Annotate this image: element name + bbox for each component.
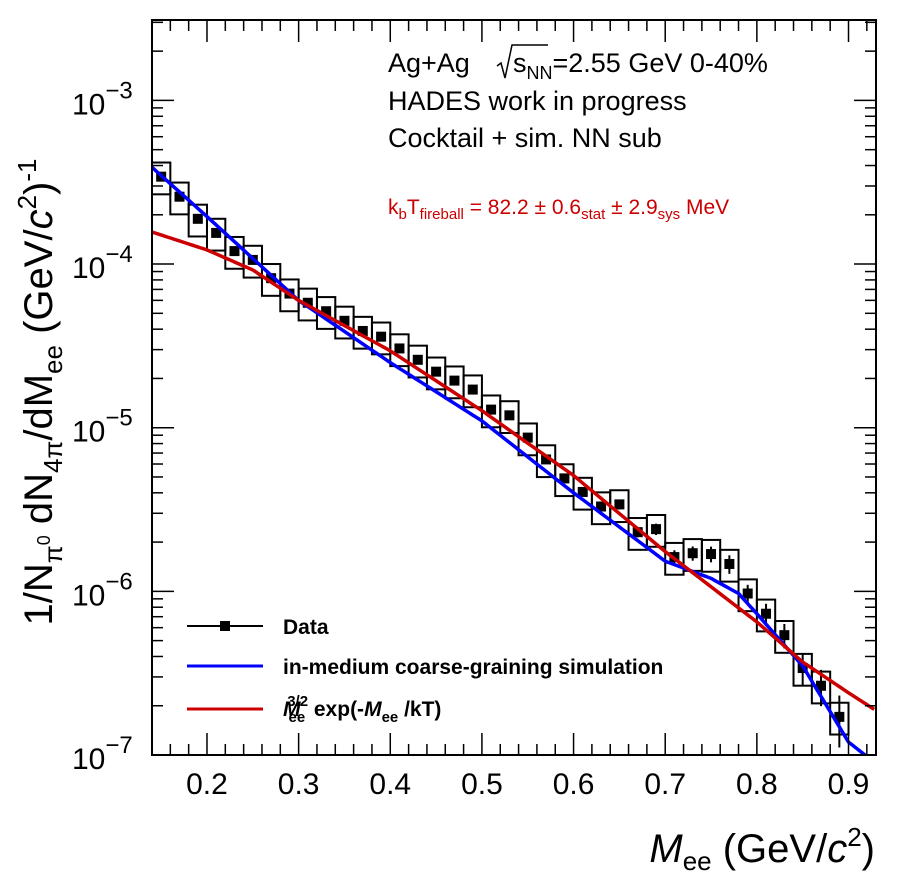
y-tick-label: 10−6 [72,568,133,612]
x-tick-label: 0.6 [553,768,595,801]
data-marker [779,630,790,641]
x-tick-label: 0.9 [828,768,870,801]
sqrt-icon [496,44,548,79]
data-marker [504,410,515,421]
svg-text:Ag+Ag: Ag+Ag [388,48,470,78]
legend-entry-red: Mee3/2 exp(-Mee /kT) [187,693,441,726]
data-marker [577,486,588,497]
data-point [645,513,667,548]
data-marker [266,273,277,284]
data-marker [357,325,368,336]
data-marker [431,366,442,377]
data-marker [596,501,607,512]
y-tick-exponent: −3 [105,77,132,104]
svg-text:Mee3/2 exp(-Mee /kT): Mee3/2 exp(-Mee /kT) [283,693,441,726]
sys-error-box [152,161,172,196]
data-marker [687,548,698,559]
y-tick-label: 10−7 [72,732,133,776]
y-tick-base: 10 [72,88,105,121]
annotation-cocktail: Cocktail + sim. NN sub [388,123,662,153]
y-tick-label: 10−4 [72,241,133,285]
data-marker [761,608,772,619]
data-marker [394,343,405,354]
data-point [700,538,722,573]
x-tick-label: 0.7 [644,768,686,801]
x-tick-label: 0.8 [736,768,778,801]
sys-error-box [719,548,740,583]
svg-text:sNN=2.55 GeV 0-40%: sNN=2.55 GeV 0-40% [513,48,768,83]
data-marker [559,473,570,484]
y-tick-exponent: −4 [105,241,132,268]
data-point [462,374,483,409]
legend-marker-square [220,621,230,631]
data-point [499,400,520,435]
data-point [719,548,740,583]
data-marker [706,549,717,560]
y-axis-label: 1/Nπ0 dN4π/dMee (GeV/c2)-1 [12,159,68,626]
data-marker [449,375,460,386]
svg-text:in-medium coarse-graining simu: in-medium coarse-graining simulation [283,656,663,679]
data-marker [211,227,222,238]
data-marker [651,524,662,535]
x-tick-label: 0.4 [369,768,411,801]
data-marker [816,680,827,691]
x-tick-label: 0.2 [186,768,228,801]
legend: Data in-medium coarse-graining simulatio… [187,616,663,726]
sys-error-box [645,513,667,548]
data-marker [376,331,387,342]
curve-fireball-fit [152,230,876,711]
data-marker [834,711,845,722]
legend-entry-blue: in-medium coarse-graining simulation [187,656,663,679]
data-marker [632,527,643,538]
data-point [152,161,172,196]
annotation-fit-temperature: kbTfireball = 82.2 ± 0.6stat ± 2.9sys Me… [388,196,729,223]
plot-marks [152,161,876,755]
y-tick-label: 10−5 [72,405,133,449]
y-tick-base: 10 [72,416,105,449]
legend-entry-data: Data [187,616,329,639]
annotation-hades: HADES work in progress [388,86,687,116]
data-marker [339,315,350,326]
data-marker [192,213,203,224]
x-tick-label: 0.5 [461,768,503,801]
data-marker [522,432,533,443]
sys-error-box [462,374,483,409]
data-marker [467,384,478,395]
data-marker [614,499,625,510]
data-marker [174,191,185,202]
data-marker [302,297,313,308]
y-tick-exponent: −6 [105,568,132,595]
annotation-collision-system: Ag+Ag sNN=2.55 GeV 0-40% [388,44,768,83]
data-point [829,695,850,748]
y-tick-base: 10 [72,743,105,776]
y-tick-base: 10 [72,252,105,285]
data-marker [724,558,735,569]
data-marker [321,306,332,317]
data-marker [229,246,240,257]
data-marker [412,354,423,365]
y-tick-exponent: −7 [105,732,132,759]
plot-frame [151,19,877,756]
tick-labels: 0.2 0.3 0.4 0.5 0.6 0.7 0.8 0.910−310−410−510−6… [72,77,869,801]
x-tick-label: 0.3 [278,768,320,801]
y-tick-base: 10 [72,579,105,612]
y-tick-label: 10−3 [72,77,133,121]
sys-error-box [242,244,263,279]
data-marker [742,588,753,599]
data-marker [541,454,552,465]
data-marker [486,404,497,415]
x-axis-label: Mee (GeV/c2) [649,822,875,876]
sys-error-box [499,400,520,435]
svg-text:Data: Data [283,616,329,639]
y-tick-exponent: −5 [105,405,132,432]
axis-ticks [151,20,876,756]
